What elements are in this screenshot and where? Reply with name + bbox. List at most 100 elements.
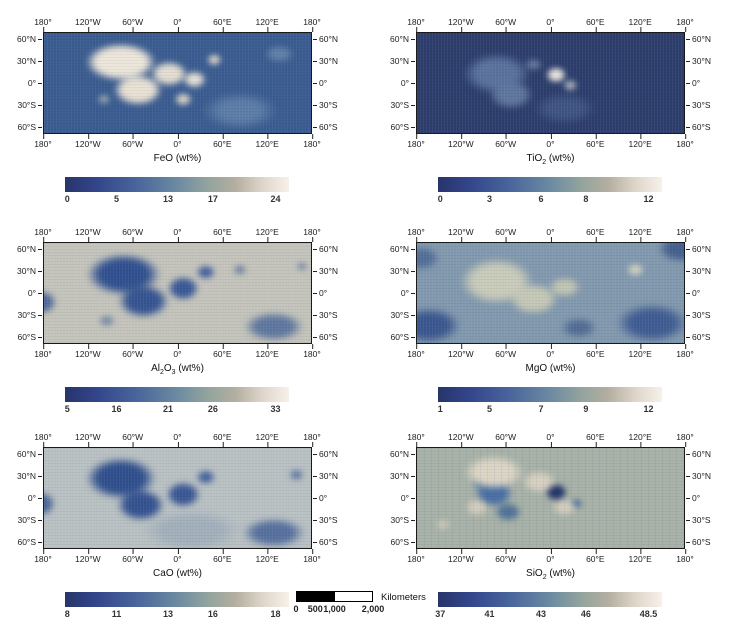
lat-tick-label: 30°S: [313, 514, 338, 525]
lon-axis-bottom: 180° 120°W 60°W 0° 60°E 120°E 180°: [407, 134, 694, 150]
lon-tick-label: 120°W: [75, 549, 101, 564]
map-texture: [44, 33, 311, 133]
map-title-feo: FeO (wt%): [153, 153, 202, 164]
lon-tick-label: 0°: [546, 344, 555, 359]
lat-tick-label: 60°S: [313, 121, 338, 132]
lat-tick-label: 30°N: [313, 56, 338, 67]
lat-tick-label: 30°S: [686, 99, 711, 110]
map-sio2: [416, 447, 685, 549]
lon-tick-label: 180°: [34, 432, 52, 447]
map-feo-raster: [44, 33, 311, 133]
lon-tick-label: 0°: [173, 17, 182, 32]
lon-tick-label: 60°E: [586, 432, 605, 447]
lon-tick-label: 120°E: [628, 344, 652, 359]
lat-tick-label: 30°N: [17, 266, 42, 277]
lat-tick-label: 60°S: [313, 536, 338, 547]
lon-tick-label: 60°W: [495, 134, 517, 149]
lon-tick-label: 60°E: [586, 549, 605, 564]
map-feo: [43, 32, 312, 134]
colorbar-tick-label: 5: [114, 194, 120, 204]
lon-tick-label: 0°: [173, 549, 182, 564]
map-tio2: [416, 32, 685, 134]
lat-tick-label: 60°N: [686, 34, 711, 45]
lon-tick-label: 60°W: [122, 227, 144, 242]
lat-tick-label: 30°N: [390, 266, 415, 277]
lat-axis-right: 60°N 30°N 0° 30°S 60°S: [312, 447, 350, 549]
colorbar-tick-label: 24: [270, 194, 281, 204]
lon-axis-top: 180° 120°W 60°W 0° 60°E 120°E 180°: [407, 425, 694, 447]
scalebar-segment-black: [297, 592, 335, 601]
colorbar-block: 37 41 43 46 48.5: [435, 584, 662, 621]
lon-tick-label: 180°: [407, 17, 425, 32]
colorbar-tick-label: 21: [163, 404, 174, 414]
lon-tick-label: 120°E: [628, 227, 652, 242]
colorbar-block: 1 5 7 9 12: [438, 379, 662, 416]
lat-tick-label: 0°: [685, 493, 701, 503]
lat-tick-label: 60°S: [390, 121, 415, 132]
lon-tick-label: 120°E: [255, 227, 279, 242]
lon-axis-top: 180° 120°W 60°W 0° 60°E 120°E 180°: [34, 220, 321, 242]
lon-axis-top: 180° 120°W 60°W 0° 60°E 120°E 180°: [34, 10, 321, 32]
colorbar-tick-label: 5: [487, 404, 493, 414]
map-cao: [43, 447, 312, 549]
lon-tick-label: 120°W: [448, 134, 474, 149]
colorbar-ticks-mgo: 1 5 7 9 12: [438, 402, 662, 416]
lon-tick-label: 60°W: [495, 432, 517, 447]
lon-tick-label: 60°E: [213, 227, 232, 242]
colorbar-tick-label: 37: [435, 609, 446, 619]
lat-tick-label: 30°N: [313, 266, 338, 277]
lon-tick-label: 60°E: [586, 17, 605, 32]
colorbar-tick-label: 6: [538, 194, 544, 204]
colorbar-tick-label: 7: [538, 404, 544, 414]
colorbar-tick-label: 16: [111, 404, 122, 414]
lat-axis-left: 60°N 30°N 0° 30°S 60°S: [378, 32, 416, 134]
map-area: 60°N 30°N 0° 30°S 60°S 60°N 30°N 0° 30°S 60°S: [378, 242, 723, 344]
colorbar-tick-label: 0: [64, 194, 70, 204]
colorbar-block: 0 5 13 17 24: [65, 169, 289, 206]
colorbar-block: 5 16 21 26 33: [65, 379, 289, 416]
colorbar-tick-label: 5: [64, 404, 70, 414]
colorbar-tick-label: 13: [163, 609, 174, 619]
lat-tick-label: 30°S: [390, 309, 415, 320]
map-title-mgo: MgO (wt%): [525, 363, 576, 374]
map-texture: [417, 448, 684, 548]
lon-tick-label: 180°: [34, 549, 52, 564]
colorbar-tick-label: 16: [207, 609, 218, 619]
lat-tick-label: 30°S: [17, 99, 42, 110]
lon-tick-label: 180°: [303, 432, 321, 447]
lon-axis-bottom: 180° 120°W 60°W 0° 60°E 120°E 180°: [34, 344, 321, 360]
lon-tick-label: 180°: [407, 134, 425, 149]
map-title-tio2: TiO2 (wt%): [526, 153, 575, 166]
lon-tick-label: 180°: [407, 549, 425, 564]
scalebar-tick-label: 500: [307, 604, 323, 614]
colorbar-cao: [65, 592, 289, 607]
map-area: 60°N 30°N 0° 30°S 60°S 60°N 30°N 0° 30°S 60°S: [378, 32, 723, 134]
lat-tick-label: 0°: [400, 78, 416, 88]
colorbar-tick-label: 26: [207, 404, 218, 414]
lon-tick-label: 180°: [676, 549, 694, 564]
scalebar-tick-label: 2,000: [361, 604, 385, 614]
lat-tick-label: 30°S: [686, 309, 711, 320]
lat-tick-label: 60°N: [313, 34, 338, 45]
lon-tick-label: 0°: [546, 432, 555, 447]
panel-mgo: 180° 120°W 60°W 0° 60°E 120°E 180° 60°N 30°N 0° 3…: [378, 220, 723, 416]
panel-sio2: 180° 120°W 60°W 0° 60°E 120°E 180° 60°N 30°N 0° 3…: [378, 425, 723, 621]
map-texture: [44, 243, 311, 343]
lon-tick-label: 180°: [676, 17, 694, 32]
lon-tick-label: 60°E: [213, 134, 232, 149]
lat-tick-label: 60°N: [390, 244, 415, 255]
lat-tick-label: 0°: [27, 288, 43, 298]
lat-tick-label: 60°N: [390, 449, 415, 460]
lat-tick-label: 0°: [400, 288, 416, 298]
lon-tick-label: 60°W: [122, 344, 144, 359]
lon-tick-label: 120°W: [75, 17, 101, 32]
lon-axis-bottom: 180° 120°W 60°W 0° 60°E 120°E 180°: [407, 549, 694, 565]
lon-tick-label: 0°: [173, 134, 182, 149]
lat-tick-label: 30°S: [313, 309, 338, 320]
lat-tick-label: 30°N: [313, 471, 338, 482]
lat-tick-label: 60°S: [686, 331, 711, 342]
lat-tick-label: 30°N: [686, 266, 711, 277]
lat-tick-label: 60°N: [17, 34, 42, 45]
lon-tick-label: 120°E: [255, 134, 279, 149]
colorbar-tick-label: 3: [487, 194, 493, 204]
